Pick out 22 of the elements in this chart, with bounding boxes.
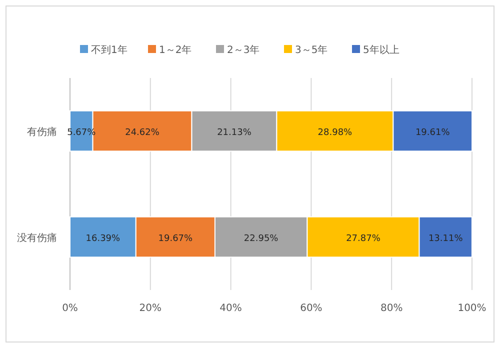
- x-tick-label: 100%: [458, 303, 486, 314]
- legend-label: 2～3年: [227, 44, 260, 56]
- data-label: 24.62%: [125, 128, 160, 138]
- legend-label: 5年以上: [363, 44, 400, 56]
- legend-label: 3～5年: [295, 44, 328, 56]
- data-label: 19.67%: [158, 234, 194, 244]
- data-label: 21.13%: [217, 128, 252, 138]
- y-tick-label: 有伤痛: [27, 126, 57, 138]
- x-tick-label: 60%: [300, 303, 322, 314]
- data-label: 28.98%: [318, 128, 353, 138]
- data-label: 27.87%: [346, 234, 381, 244]
- data-label: 22.95%: [244, 234, 279, 244]
- x-tick-label: 20%: [139, 303, 162, 314]
- y-tick-label: 没有伤痛: [17, 232, 57, 244]
- x-tick-label: 0%: [62, 303, 78, 314]
- legend-label: 不到1年: [91, 44, 128, 56]
- data-label: 13.11%: [428, 234, 464, 244]
- legend-label: 1～2年: [159, 44, 192, 56]
- x-tick-label: 40%: [220, 303, 242, 314]
- data-label: 16.39%: [86, 234, 121, 244]
- x-tick-label: 80%: [380, 303, 403, 314]
- data-label: 19.61%: [415, 128, 450, 138]
